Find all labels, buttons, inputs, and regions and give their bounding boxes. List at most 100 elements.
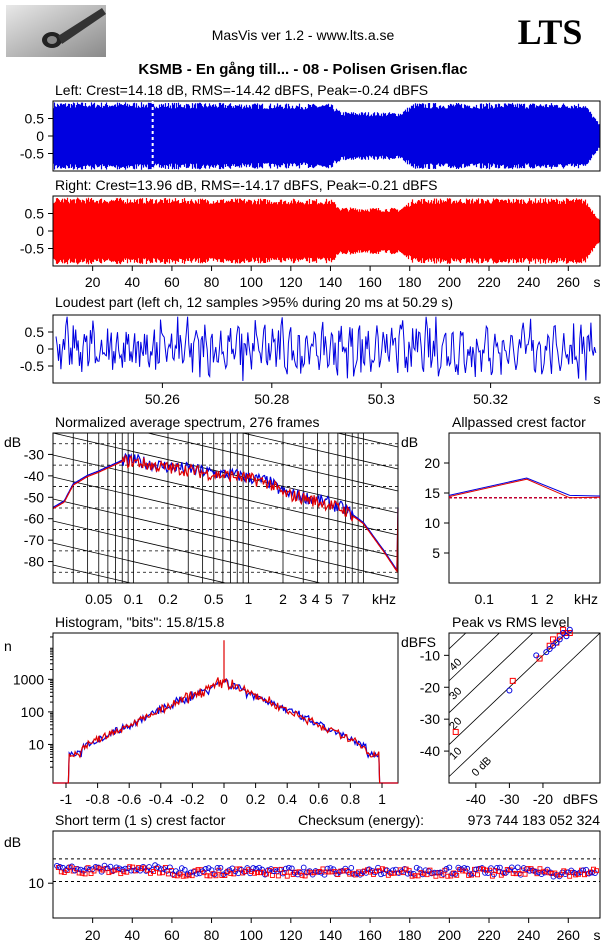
xtick-label: -40 (466, 791, 486, 807)
spectrum-panel: Normalized average spectrum, 276 frames … (4, 414, 399, 799)
left-crest-point (217, 864, 224, 871)
logo-text: LTS (518, 12, 583, 52)
left-crest-point (226, 867, 233, 873)
right-waveform-xaxis: 20 40 60 80 100 120 140 160 180 200 220 240 260 s (85, 266, 601, 290)
left-crest-point (586, 870, 592, 877)
right-waveform-yaxis: 0.50 -0.5 (20, 206, 53, 257)
left-crest-point (488, 865, 494, 871)
allpassed-left-line (448, 477, 601, 497)
left-crest-point (288, 865, 295, 872)
short-term-title: Short term (1 s) crest factor (55, 812, 226, 828)
short-term-reference-lines (53, 858, 600, 882)
right-crest-point (561, 868, 567, 874)
left-crest-point (467, 871, 474, 877)
right-crest-point (317, 869, 323, 874)
left-crest-point (413, 864, 420, 871)
right-point (536, 655, 543, 662)
spectrum-yaxis: -30 -40 -50 -60 -70 -80 (24, 446, 53, 570)
left-crest-point (321, 871, 328, 878)
xtick-label: 0.1 (124, 591, 144, 607)
right-crest-point (418, 870, 424, 876)
left-waveform-fill (52, 102, 601, 170)
right-crest-point (204, 873, 210, 879)
right-crest-point (284, 873, 290, 879)
app-title: MasVis ver 1.2 - www.lts.a.se (212, 27, 395, 43)
xtick-label: 100 (240, 927, 264, 943)
xtick-label: 4 (312, 591, 320, 607)
allpassed-panel: Allpassed crest factor dB 20 15 10 5 0.1 1 2 k… (401, 414, 601, 607)
right-crest-point (439, 873, 445, 879)
left-point (560, 630, 567, 636)
left-crest-point (280, 870, 286, 877)
right-crest-point (106, 870, 112, 876)
right-crest-point (252, 870, 258, 876)
right-crest-point (537, 866, 543, 872)
histogram-right-line (53, 640, 398, 784)
peak-rms-xaxis: -40 -30 -20 (466, 783, 553, 807)
right-crest-point (379, 866, 385, 872)
histogram-yaxis: 1000 100 10 (13, 636, 53, 768)
left-crest-point (116, 865, 123, 872)
left-crest-point (253, 865, 259, 872)
short-term-xaxis: 20 40 60 80 100 120 140 160 180 200 220 240 260 s (85, 918, 601, 943)
right-crest-point (213, 873, 219, 879)
xtick-label: 120 (279, 927, 303, 943)
right-crest-point (183, 873, 189, 879)
xtick-label: 200 (438, 274, 462, 290)
xtick-label: 20 (85, 274, 101, 290)
xtick-label: 260 (557, 274, 581, 290)
checksum-value: 973 744 183 052 324 (468, 812, 601, 828)
xtick-label: s (594, 927, 601, 943)
spectrum-left-line (52, 452, 399, 572)
header: MasVis ver 1.2 - www.lts.a.se LTS KSMB -… (6, 5, 582, 78)
xtick-label: 240 (517, 274, 541, 290)
right-crest-point (573, 872, 579, 878)
right-crest-point (255, 869, 260, 875)
loudest-part-title: Loudest part (left ch, 12 samples >95% d… (55, 294, 453, 310)
histogram-panel: Histogram, "bits": 15.8/15.8 n 100010010… (4, 614, 399, 807)
xtick-label: 50.26 (145, 391, 180, 407)
loudest-part-line (55, 316, 597, 382)
left-crest-point (416, 866, 423, 873)
xtick-label: -1 (60, 791, 73, 807)
xtick-label: 40 (124, 274, 140, 290)
right-crest-point (64, 868, 70, 874)
ytick-label: -30 (420, 711, 440, 727)
xtick-label: 0 (220, 791, 228, 807)
xtick-label: -30 (499, 791, 519, 807)
allpassed-ylabel: dB (401, 434, 418, 450)
crest-line-label: 0 dB (470, 755, 494, 779)
grid-slope (53, 476, 398, 558)
right-crest-point (180, 873, 186, 879)
ytick-label: -0.5 (20, 241, 44, 257)
right-crest-point (97, 866, 103, 872)
xtick-label: 260 (557, 927, 581, 943)
xtick-label: s (594, 391, 601, 407)
xtick-label: 80 (204, 274, 220, 290)
grid-slope (53, 719, 398, 799)
left-crest-point (348, 864, 355, 871)
xtick-label: 2 (546, 591, 554, 607)
left-point (566, 626, 573, 633)
short-term-points (54, 862, 599, 880)
xtick-label: 200 (438, 927, 462, 943)
crest-line-label: 30 (447, 685, 464, 702)
xtick-label: 20 (85, 927, 101, 943)
right-point (563, 630, 570, 636)
xtick-label: 180 (398, 274, 422, 290)
allpassed-frame (448, 432, 601, 584)
left-crest-point (167, 864, 173, 871)
right-crest-point (549, 871, 555, 876)
left-crest-point (250, 865, 257, 871)
left-crest-point (300, 864, 307, 871)
left-crest-point (152, 862, 158, 869)
xtick-label: 0.2 (246, 791, 266, 807)
left-crest-point (461, 865, 468, 871)
right-crest-point (466, 872, 472, 878)
crest-line (449, 633, 600, 778)
left-crest-point (485, 870, 491, 876)
ytick-label: -60 (24, 511, 44, 527)
grid-slope (53, 675, 398, 755)
peak-rms-xlabel: dBFS (563, 791, 598, 807)
left-crest-point (491, 871, 497, 878)
